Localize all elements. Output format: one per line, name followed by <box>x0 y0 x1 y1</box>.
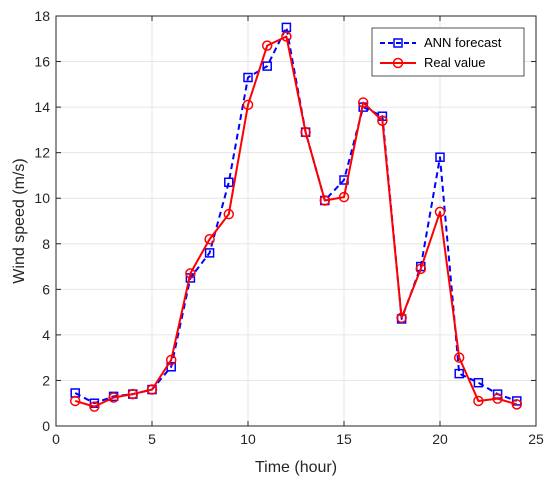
data-point-real-value <box>377 115 388 127</box>
legend-ann-marker <box>393 38 403 48</box>
data-point-ann-forecast <box>262 61 272 71</box>
data-point-real-value <box>204 233 215 245</box>
x-tick-label: 0 <box>52 431 60 447</box>
y-tick-label: 6 <box>42 281 50 297</box>
legend-real-marker <box>392 57 404 69</box>
x-axis-label: Time (hour) <box>255 459 337 476</box>
x-tick-label: 5 <box>148 431 156 447</box>
series-line-real-value <box>74 35 518 408</box>
data-point-real-value <box>146 384 158 395</box>
data-point-real-value <box>127 388 139 400</box>
data-point-ann-forecast <box>473 377 484 388</box>
data-point-ann-forecast <box>435 152 445 162</box>
data-point-real-value <box>89 401 100 412</box>
legend-ann-label: ANN forecast <box>424 35 502 50</box>
data-point-real-value <box>300 126 311 138</box>
data-point-ann-forecast <box>224 177 234 188</box>
data-point-real-value <box>396 312 407 324</box>
y-tick-label: 14 <box>34 99 50 115</box>
data-point-real-value <box>319 195 331 206</box>
y-tick-label: 12 <box>34 145 50 161</box>
data-point-real-value <box>338 191 350 203</box>
y-tick-label: 8 <box>42 236 50 252</box>
y-tick-label: 18 <box>34 8 50 24</box>
plot-frame <box>55 15 537 427</box>
data-point-real-value <box>434 206 446 218</box>
data-point-ann-forecast <box>204 248 215 258</box>
y-axis-label: Wind speed (m/s) <box>11 158 28 283</box>
y-tick-label: 16 <box>34 54 50 70</box>
y-tick-label: 10 <box>34 190 50 206</box>
data-point-real-value <box>185 268 196 279</box>
y-tick-label: 0 <box>42 418 50 434</box>
x-tick-label: 10 <box>240 431 256 447</box>
data-point-real-value <box>69 395 81 407</box>
data-point-real-value <box>492 393 503 404</box>
axis-ticks: 0 5 10 15 20 25 0 2 4 6 8 10 12 14 16 18 <box>34 8 544 447</box>
y-tick-label: 4 <box>42 327 50 343</box>
x-tick-label: 20 <box>432 431 448 447</box>
data-point-real-value <box>415 263 427 275</box>
data-point-real-value <box>511 399 523 410</box>
data-point-ann-forecast <box>454 368 464 379</box>
data-point-real-value <box>242 99 254 111</box>
data-point-real-value <box>473 395 484 407</box>
legend-real-label: Real value <box>424 55 485 70</box>
x-tick-label: 15 <box>336 431 352 447</box>
data-point-real-value <box>453 352 465 363</box>
data-point-ann-forecast <box>243 72 253 83</box>
grid-lines <box>55 15 537 427</box>
y-tick-label: 2 <box>42 372 50 388</box>
legend: ANN forecast Real value <box>371 27 525 77</box>
data-point-real-value <box>223 208 235 220</box>
data-point-ann-forecast <box>512 396 522 406</box>
data-point-real-value <box>357 97 369 108</box>
data-point-real-value <box>281 31 292 42</box>
data-point-real-value <box>165 354 177 366</box>
data-point-real-value <box>261 40 273 51</box>
series-group <box>69 22 523 412</box>
plot-area <box>56 16 536 426</box>
data-point-real-value <box>108 392 119 403</box>
x-tick-label: 25 <box>528 431 544 447</box>
